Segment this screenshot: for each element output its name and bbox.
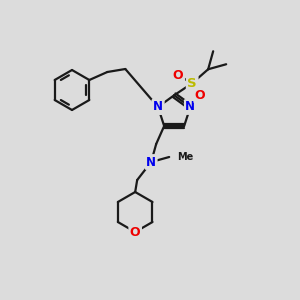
- Text: S: S: [188, 77, 197, 90]
- Text: N: N: [185, 100, 195, 113]
- Text: N: N: [146, 155, 156, 169]
- Text: O: O: [130, 226, 140, 238]
- Text: N: N: [153, 100, 163, 113]
- Text: N: N: [153, 100, 163, 113]
- Text: Me: Me: [177, 152, 194, 162]
- Text: O: O: [173, 69, 184, 82]
- Text: O: O: [195, 89, 206, 102]
